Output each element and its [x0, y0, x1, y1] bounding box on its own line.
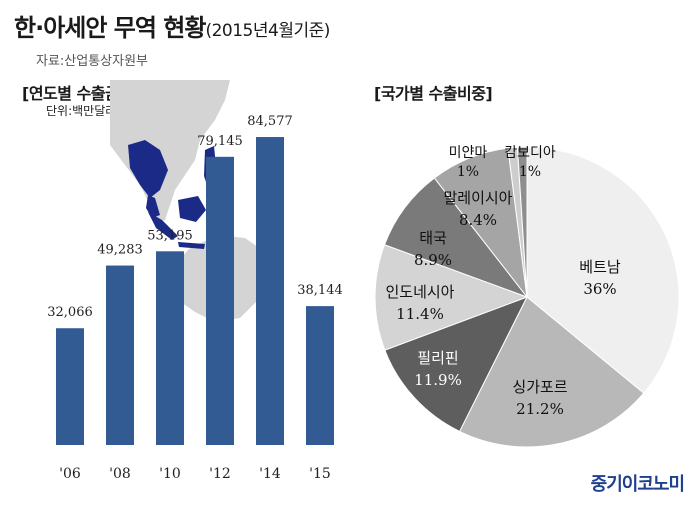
pie-slice-7: [516, 146, 528, 298]
publisher-logo: 중기이코노미: [590, 474, 685, 495]
bar-3: [206, 156, 234, 445]
pie-slice-pct-7: 1%: [519, 164, 541, 180]
map-sumatra: [148, 212, 178, 240]
pie-chart: 베트남 36% 싱가포르 21.2% 필리핀 11.9% 인도네시아 11.4% 태국 8.9% 말…: [374, 145, 680, 448]
page-title: 한·아세안 무역 현황(2015년4월기준): [14, 8, 330, 43]
pie-slice-name-4: 태국: [419, 229, 447, 247]
x-tick-label-5: '15: [309, 466, 331, 482]
pie-slice-3: [374, 244, 529, 351]
pie-chart-title: [국가별 수출비중]: [374, 84, 493, 103]
bar-2: [156, 251, 184, 445]
map-asean-mainland: [128, 140, 168, 198]
bar-4: [256, 137, 284, 445]
bar-chart: 32,066 '06 49,283 '08 53,195 '10 79,145 '12 84,5…: [47, 114, 343, 482]
pie-slice-pct-0: 36%: [583, 280, 616, 298]
x-tick-label-4: '14: [259, 466, 281, 482]
title-sub: (2015년4월기준): [205, 21, 330, 41]
map-mainland: [110, 80, 230, 222]
pie-slice-2: [384, 296, 529, 433]
pie-slice-pct-4: 8.9%: [414, 251, 452, 269]
pie-slice-name-2: 필리핀: [417, 349, 458, 367]
x-tick-label-1: '08: [109, 466, 131, 482]
bar-value-label-0: 32,066: [47, 305, 93, 320]
bar-value-label-2: 53,195: [147, 228, 193, 243]
map-java: [178, 242, 205, 249]
bar-chart-unit: 단위:백만달러: [46, 104, 117, 118]
pie-slice-pct-2: 11.9%: [414, 371, 462, 389]
x-tick-label-0: '06: [59, 466, 81, 482]
bar-0: [56, 328, 84, 445]
x-tick-label-2: '10: [159, 466, 181, 482]
title-main: 한·아세안 무역 현황: [14, 14, 206, 42]
x-tick-label-3: '12: [209, 466, 231, 482]
pie-slice-pct-6: 1%: [457, 164, 479, 180]
pie-slice-name-5: 말레이시아: [443, 189, 512, 207]
pie-slice-name-6: 미얀마: [449, 145, 488, 161]
bar-1: [106, 265, 134, 445]
map-malay-peninsula: [146, 195, 160, 218]
source-note: 자료:산업통상자원부: [36, 54, 149, 69]
bar-5: [306, 306, 334, 445]
pie-slice-name-0: 베트남: [579, 258, 621, 276]
map-borneo: [178, 196, 206, 222]
pie-slice-pct-3: 11.4%: [396, 305, 444, 323]
bar-value-label-4: 84,577: [247, 114, 293, 129]
bar-value-label-3: 79,145: [197, 134, 243, 149]
pie-slice-name-3: 인도네시아: [385, 283, 454, 301]
pie-slice-pct-1: 21.2%: [516, 400, 564, 418]
pie-slice-1: [458, 296, 645, 448]
pie-slice-4: [383, 177, 529, 299]
bar-value-label-5: 38,144: [297, 283, 343, 298]
pie-slice-name-7: 캄보디아: [504, 145, 556, 161]
pie-slice-0: [526, 146, 680, 394]
pie-slice-name-1: 싱가포르: [512, 378, 567, 396]
bar-value-label-1: 49,283: [97, 243, 143, 258]
pie-slice-pct-5: 8.4%: [459, 211, 497, 229]
